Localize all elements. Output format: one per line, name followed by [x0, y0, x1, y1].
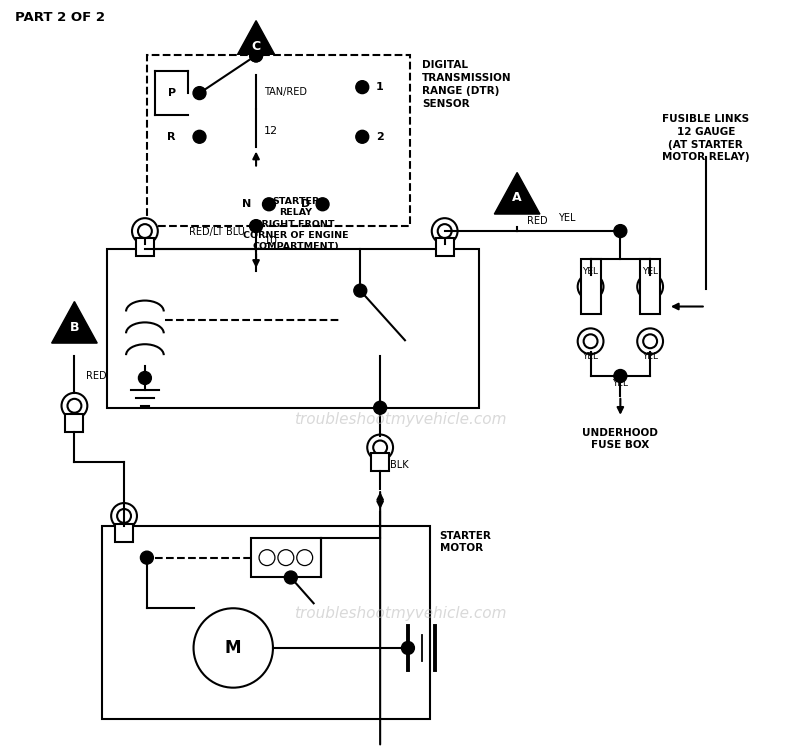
Text: YEL: YEL — [558, 213, 575, 223]
Circle shape — [250, 220, 262, 232]
Text: RED: RED — [86, 371, 107, 381]
Bar — [581, 260, 601, 314]
Circle shape — [367, 434, 393, 460]
Text: B: B — [70, 320, 79, 334]
Text: YEL: YEL — [582, 267, 598, 276]
Circle shape — [138, 371, 151, 385]
Bar — [136, 238, 154, 256]
Text: UNDERHOOD
FUSE BOX: UNDERHOOD FUSE BOX — [582, 427, 658, 450]
Text: A: A — [512, 191, 522, 205]
Circle shape — [67, 399, 82, 412]
Text: C: C — [251, 40, 261, 53]
Circle shape — [250, 162, 262, 175]
Text: P: P — [168, 88, 176, 98]
Text: 2: 2 — [376, 132, 384, 142]
Circle shape — [584, 280, 598, 293]
Text: 10: 10 — [264, 236, 278, 246]
Bar — [640, 260, 660, 314]
Bar — [251, 538, 321, 578]
Text: 12: 12 — [264, 126, 278, 136]
Text: YEL: YEL — [642, 352, 658, 362]
Polygon shape — [52, 302, 98, 343]
Circle shape — [132, 218, 158, 244]
Circle shape — [584, 334, 598, 348]
Circle shape — [643, 280, 657, 293]
Text: N: N — [242, 200, 251, 209]
Circle shape — [262, 198, 275, 211]
Text: D: D — [302, 200, 310, 209]
Circle shape — [402, 641, 414, 655]
Circle shape — [138, 224, 152, 238]
Text: 1: 1 — [376, 82, 384, 92]
Circle shape — [297, 550, 313, 566]
Circle shape — [374, 401, 386, 414]
Circle shape — [614, 370, 627, 382]
Circle shape — [141, 551, 154, 564]
Circle shape — [373, 440, 387, 454]
Bar — [147, 56, 410, 226]
Text: FUSIBLE LINKS
12 GAUGE
(AT STARTER
MOTOR RELAY): FUSIBLE LINKS 12 GAUGE (AT STARTER MOTOR… — [662, 114, 750, 162]
Circle shape — [117, 509, 131, 523]
Circle shape — [638, 328, 663, 354]
Circle shape — [356, 81, 369, 94]
Bar — [66, 414, 83, 431]
Circle shape — [193, 130, 206, 143]
Text: BLK: BLK — [390, 460, 409, 470]
Text: DIGITAL
TRANSMISSION
RANGE (DTR)
SENSOR: DIGITAL TRANSMISSION RANGE (DTR) SENSOR — [422, 60, 511, 109]
Text: STARTER
RELAY
(RIGHT FRONT
CORNER OF ENGINE
COMPARTMENT): STARTER RELAY (RIGHT FRONT CORNER OF ENG… — [243, 197, 349, 250]
Circle shape — [284, 571, 298, 584]
Circle shape — [250, 49, 262, 62]
Text: RED: RED — [527, 216, 548, 226]
Text: YEL: YEL — [642, 267, 658, 276]
Text: STARTER
MOTOR: STARTER MOTOR — [440, 531, 491, 554]
Polygon shape — [234, 21, 279, 62]
Circle shape — [432, 218, 458, 244]
Text: YEL: YEL — [582, 352, 598, 362]
Circle shape — [193, 87, 206, 100]
Circle shape — [638, 274, 663, 299]
Circle shape — [62, 393, 87, 418]
Circle shape — [438, 224, 452, 238]
Circle shape — [259, 550, 275, 566]
Text: TAN/RED: TAN/RED — [264, 87, 307, 97]
Text: troubleshootmyvehicle.com: troubleshootmyvehicle.com — [294, 413, 506, 428]
Circle shape — [250, 49, 262, 62]
Circle shape — [356, 130, 369, 143]
Circle shape — [578, 328, 603, 354]
Bar — [102, 526, 430, 719]
Text: M: M — [225, 639, 242, 657]
Text: troubleshootmyvehicle.com: troubleshootmyvehicle.com — [294, 606, 506, 621]
Circle shape — [578, 274, 603, 299]
Bar — [371, 454, 389, 471]
Text: RED/LT BLU: RED/LT BLU — [189, 227, 245, 237]
Circle shape — [111, 503, 137, 529]
Circle shape — [316, 198, 329, 211]
Bar — [107, 249, 479, 408]
Circle shape — [354, 284, 366, 297]
Text: R: R — [167, 132, 176, 142]
Bar — [115, 524, 133, 542]
Circle shape — [278, 550, 294, 566]
Polygon shape — [494, 172, 540, 214]
Text: YEL: YEL — [612, 380, 628, 388]
Text: PART 2 OF 2: PART 2 OF 2 — [15, 10, 105, 24]
Circle shape — [194, 608, 273, 688]
Circle shape — [614, 224, 627, 238]
Circle shape — [643, 334, 657, 348]
Bar — [436, 238, 454, 256]
